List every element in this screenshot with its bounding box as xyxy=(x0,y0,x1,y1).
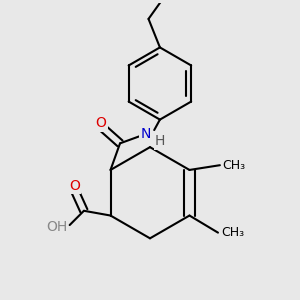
Text: N: N xyxy=(140,127,151,141)
Text: CH₃: CH₃ xyxy=(221,226,244,239)
Text: O: O xyxy=(69,179,80,193)
Text: OH: OH xyxy=(46,220,67,234)
Text: H: H xyxy=(155,134,165,148)
Text: CH₃: CH₃ xyxy=(223,159,246,172)
Text: O: O xyxy=(96,116,106,130)
